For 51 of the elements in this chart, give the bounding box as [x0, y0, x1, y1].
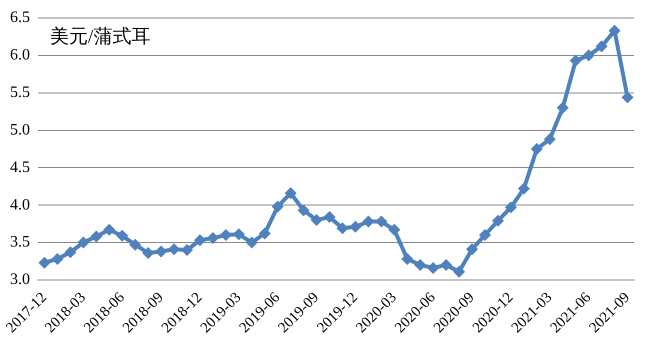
point	[453, 266, 466, 278]
point	[544, 133, 556, 146]
point	[582, 49, 595, 62]
point	[556, 102, 569, 114]
y-tick-label: 6.0	[10, 46, 30, 64]
point	[388, 224, 400, 236]
y-tick-label: 5.0	[10, 121, 30, 138]
point	[608, 24, 621, 37]
point	[129, 238, 142, 251]
point	[142, 246, 154, 259]
point	[414, 258, 426, 271]
point	[622, 91, 634, 104]
y-tick-label: 5.5	[10, 84, 30, 102]
point	[310, 214, 323, 226]
point	[38, 256, 50, 269]
point	[220, 229, 232, 242]
point	[570, 54, 582, 67]
point	[246, 236, 258, 249]
point	[51, 252, 64, 265]
point	[77, 236, 90, 249]
point	[530, 142, 543, 155]
point	[401, 252, 414, 265]
point	[518, 182, 530, 195]
point	[90, 230, 102, 243]
point	[466, 243, 478, 256]
y-tick-label: 4.0	[10, 196, 30, 214]
point	[336, 222, 348, 234]
point	[349, 220, 362, 233]
point	[181, 244, 193, 256]
point	[504, 201, 517, 214]
point	[427, 262, 440, 274]
y-tick-label: 4.5	[10, 158, 30, 176]
point	[324, 211, 336, 224]
point	[440, 258, 452, 271]
y-tick-label: 3.5	[10, 234, 30, 251]
point	[103, 224, 116, 236]
point	[298, 204, 310, 216]
point	[64, 246, 76, 258]
point	[272, 200, 284, 213]
point	[596, 40, 608, 52]
point	[194, 234, 206, 246]
y-tick-label: 6.5	[10, 9, 30, 26]
point	[258, 228, 271, 240]
annotation: 美元/蒲式耳	[50, 25, 150, 48]
y-tick-label: 3.0	[10, 271, 30, 288]
point	[155, 245, 168, 258]
point	[284, 187, 297, 200]
point	[116, 230, 128, 242]
point	[492, 214, 504, 227]
point	[479, 229, 491, 242]
point	[206, 232, 219, 244]
